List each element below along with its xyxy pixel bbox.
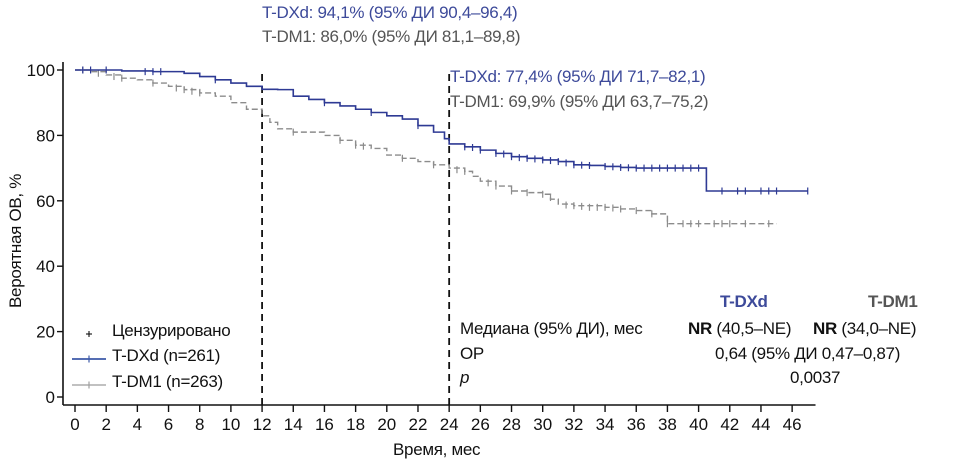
stats-p-label: p [460, 368, 470, 387]
x-tick-label: 44 [751, 415, 770, 434]
median-tdm1-value: NR [813, 319, 837, 338]
y-tick-label: 80 [36, 126, 55, 145]
stats-hr-label: ОР [460, 344, 484, 363]
x-axis-label: Время, мес [393, 440, 481, 459]
annotation-12m-tdm1: T-DM1: 86,0% (95% ДИ 81,1–89,8) [262, 27, 521, 46]
stats-p-value: 0,0037 [790, 368, 841, 387]
x-tick-label: 24 [440, 415, 459, 434]
reference-lines [261, 74, 451, 405]
median-tdxd-ci: (40,5–NE) [716, 319, 792, 338]
x-tick-label: 30 [533, 415, 552, 434]
annotation-24m-tdm1: T-DM1: 69,9% (95% ДИ 63,7–75,2) [450, 92, 709, 111]
x-tick-label: 14 [284, 415, 303, 434]
x-tick-label: 16 [315, 415, 334, 434]
x-tick-label: 46 [783, 415, 802, 434]
legend-tdm1-label: T-DM1 (n=263) [112, 372, 223, 391]
x-tick-label: 26 [471, 415, 490, 434]
stats-header-tdm1: T-DM1 [868, 292, 918, 311]
stats-hr-value: 0,64 (95% ДИ 0,47–0,87) [715, 344, 901, 363]
y-tick-label: 20 [36, 323, 55, 342]
annotation-24m-tdxd: T-DXd: 77,4% (95% ДИ 71,7–82,1) [450, 67, 706, 86]
stats-median-tdxd: NR (40,5–NE) [688, 319, 791, 339]
y-axis-label: Вероятная ОВ, % [6, 173, 25, 308]
stats-header-tdxd: T-DXd [720, 292, 768, 311]
x-tick-label: 20 [377, 415, 396, 434]
x-tick-label: 0 [70, 415, 79, 434]
y-tick-label: 40 [36, 257, 55, 276]
median-tdxd-value: NR [688, 319, 712, 338]
x-tick-label: 28 [502, 415, 521, 434]
x-tick-label: 42 [720, 415, 739, 434]
x-tick-label: 6 [164, 415, 173, 434]
x-tick-label: 10 [221, 415, 240, 434]
x-tick-label: 36 [627, 415, 646, 434]
legend-markers [72, 331, 106, 389]
x-tick-label: 38 [658, 415, 677, 434]
stats-median-tdm1: NR (34,0–NE) [813, 319, 916, 339]
median-tdm1-ci: (34,0–NE) [841, 319, 917, 338]
x-tick-label: 2 [101, 415, 110, 434]
y-tick-label: 0 [46, 388, 55, 407]
curves [75, 66, 809, 228]
x-tick-label: 32 [564, 415, 583, 434]
x-tick-label: 34 [596, 415, 615, 434]
y-tick-label: 60 [36, 192, 55, 211]
x-tick-label: 4 [133, 415, 142, 434]
legend-censored-label: Цензурировано [112, 321, 231, 340]
legend-tdxd-label: T-DXd (n=261) [112, 346, 221, 365]
x-tick-label: 18 [346, 415, 365, 434]
stats-median-label: Медиана (95% ДИ), мес [460, 319, 643, 338]
x-tick-label: 40 [689, 415, 708, 434]
x-tick-label: 8 [195, 415, 204, 434]
x-tick-label: 22 [409, 415, 428, 434]
y-tick-label: 100 [27, 61, 55, 80]
annotation-12m-tdxd: T-DXd: 94,1% (95% ДИ 90,4–96,4) [262, 3, 518, 22]
x-tick-label: 12 [253, 415, 272, 434]
km-curve-t-dxd [75, 69, 808, 192]
